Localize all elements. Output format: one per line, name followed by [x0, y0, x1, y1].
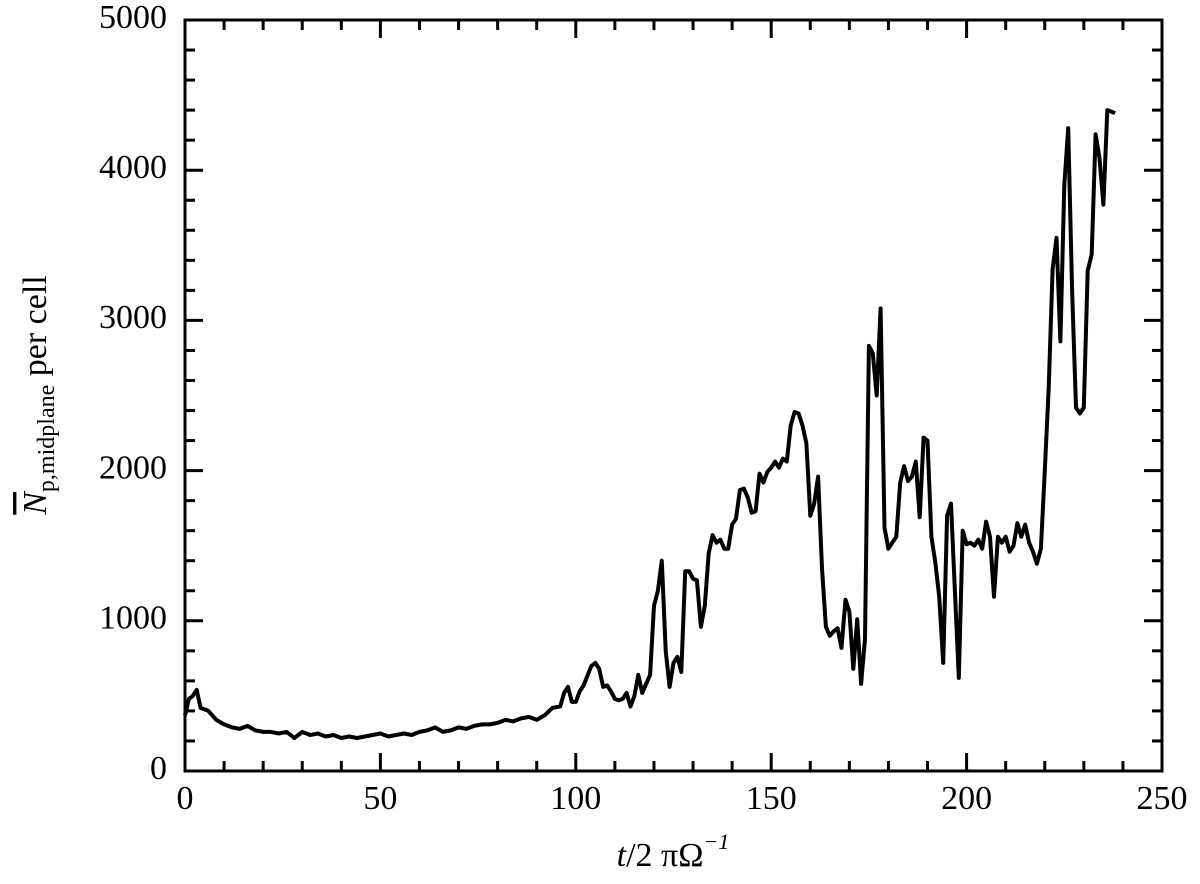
x-tick-label: 50 — [363, 780, 397, 817]
plot-frame — [183, 18, 1164, 773]
x-tick-label: 200 — [941, 780, 992, 817]
x-tick-label: 150 — [746, 780, 797, 817]
x-tick-label: 100 — [550, 780, 601, 817]
y-axis-label: Np,midplane per cell — [17, 275, 60, 516]
data-line — [183, 108, 1116, 740]
y-tick-label: 3000 — [99, 299, 167, 336]
x-label-sup: −1 — [703, 829, 729, 854]
y-label-subscript: p,midplane — [34, 385, 60, 492]
y-label-suffix: per cell — [17, 275, 54, 385]
x-label-mid: /2 πΩ — [626, 837, 703, 874]
y-tick-label: 2000 — [99, 449, 167, 486]
x-label-var: t — [617, 837, 628, 874]
x-tick-label: 0 — [177, 780, 194, 817]
y-tick-label: 0 — [150, 750, 167, 787]
y-tick-label: 5000 — [99, 0, 167, 36]
y-tick-label: 4000 — [99, 149, 167, 186]
y-tick-label: 1000 — [99, 600, 167, 637]
x-axis-label: t/2 πΩ−1 — [617, 829, 730, 874]
x-tick-label: 250 — [1137, 780, 1188, 817]
y-label-symbol: N — [17, 490, 54, 516]
